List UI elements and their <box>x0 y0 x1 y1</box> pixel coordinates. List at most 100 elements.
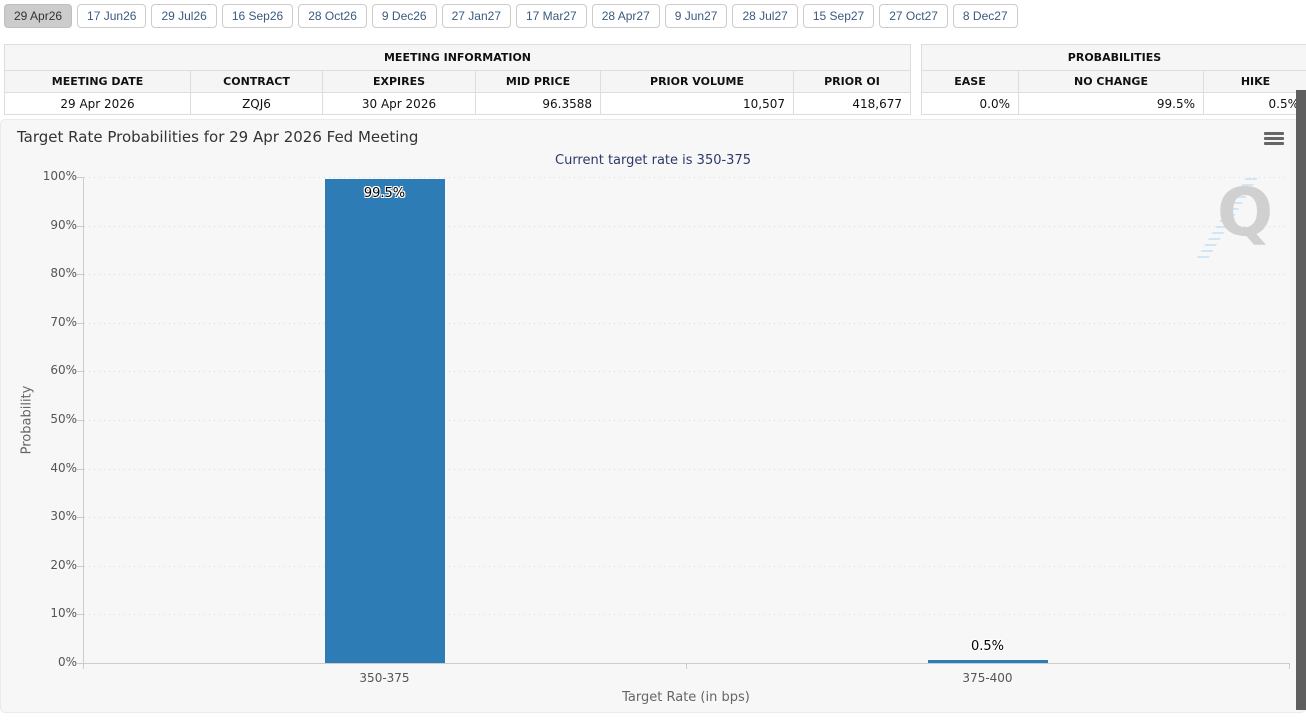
meeting-info-cell: 29 Apr 2026 <box>4 92 191 115</box>
bar-value-label: 0.5% <box>970 639 1005 654</box>
x-axis-tick <box>1289 664 1290 669</box>
y-axis-title: Probability <box>19 385 35 455</box>
probabilities-column-header: HIKE <box>1203 70 1306 93</box>
y-axis-line <box>83 177 84 664</box>
y-axis-tick-label: 90% <box>50 217 77 232</box>
hamburger-bar <box>1264 132 1284 135</box>
hamburger-bar <box>1264 137 1284 140</box>
gridline <box>84 565 1289 567</box>
meeting-info-cell: 418,677 <box>793 92 911 115</box>
meeting-info-cell: 10,507 <box>600 92 794 115</box>
meeting-info-group-header: MEETING INFORMATION <box>4 44 911 71</box>
hamburger-menu-icon[interactable] <box>1264 132 1284 147</box>
y-axis-tick <box>77 371 83 373</box>
meeting-date-tab-bar: 29 Apr26 17 Jun26 29 Jul26 16 Sep26 28 Oct26… <box>0 0 1306 28</box>
gridline <box>84 322 1289 324</box>
probabilities-column-header: NO CHANGE <box>1018 70 1204 93</box>
tab-27-jan27[interactable]: 27 Jan27 <box>441 4 511 28</box>
tab-8-dec27[interactable]: 8 Dec27 <box>952 4 1018 28</box>
gridline <box>84 225 1289 227</box>
tab-17-jun26[interactable]: 17 Jun26 <box>77 4 147 28</box>
y-axis-tick <box>77 274 83 276</box>
tab-9-jun27[interactable]: 9 Jun27 <box>664 4 728 28</box>
gridline <box>84 177 1289 178</box>
chart-title: Target Rate Probabilities for 29 Apr 202… <box>17 128 419 146</box>
gridline <box>84 371 1289 373</box>
y-axis-tick-label: 60% <box>50 363 77 378</box>
y-axis-tick-label: 100% <box>42 169 77 183</box>
x-axis-tick <box>83 664 84 669</box>
watermark-q-letter: Q <box>1217 174 1274 251</box>
y-axis-tick-label: 80% <box>50 266 77 281</box>
y-axis-tick-label: 50% <box>50 412 77 426</box>
y-axis-tick <box>77 565 83 567</box>
x-axis-line <box>83 663 1290 664</box>
probabilities-cell: 0.0% <box>921 92 1019 115</box>
gridline <box>84 517 1289 519</box>
info-tables: MEETING INFORMATION MEETING DATE CONTRACT E… <box>4 44 1306 115</box>
x-category-label: 375-400 <box>962 671 1013 685</box>
gridline <box>84 274 1289 276</box>
y-axis-tick <box>77 225 83 227</box>
y-axis-tick <box>77 663 83 664</box>
chart-subtitle: Current target rate is 350-375 <box>555 153 751 168</box>
meeting-info-data-row: 29 Apr 2026 ZQJ6 30 Apr 2026 96.3588 10,507 4… <box>4 92 911 115</box>
meeting-info-column-header: EXPIRES <box>322 70 476 93</box>
hamburger-bar <box>1264 142 1284 145</box>
meeting-info-column-header: MID PRICE <box>475 70 601 93</box>
tab-15-sep27[interactable]: 15 Sep27 <box>802 4 875 28</box>
meeting-info-column-header: CONTRACT <box>190 70 323 93</box>
probabilities-cell: 99.5% <box>1018 92 1204 115</box>
probabilities-column-header: EASE <box>921 70 1019 93</box>
y-axis-tick <box>77 517 83 519</box>
x-category-label: 350-375 <box>359 671 410 685</box>
probabilities-table: PROBABILITIES EASE NO CHANGE HIKE 0.0% 99.5% 0… <box>921 44 1306 115</box>
y-axis-tick <box>77 468 83 470</box>
tab-17-mar27[interactable]: 17 Mar27 <box>516 4 587 28</box>
gridline <box>84 420 1289 421</box>
y-axis-tick <box>77 177 83 178</box>
tab-28-apr27[interactable]: 28 Apr27 <box>591 4 660 28</box>
meeting-info-column-header: PRIOR VOLUME <box>600 70 794 93</box>
y-axis-tick-label: 70% <box>50 314 77 329</box>
probabilities-group-header: PROBABILITIES <box>921 44 1306 71</box>
tab-29-apr26[interactable]: 29 Apr26 <box>4 4 73 28</box>
y-axis-tick <box>77 614 83 616</box>
y-axis-tick-label: 30% <box>50 509 77 524</box>
tab-28-jul27[interactable]: 28 Jul27 <box>732 4 798 28</box>
tab-29-jul26[interactable]: 29 Jul26 <box>151 4 217 28</box>
y-axis-tick-label: 20% <box>50 557 77 572</box>
tab-9-dec26[interactable]: 9 Dec26 <box>371 4 437 28</box>
y-axis-tick <box>77 322 83 324</box>
tab-27-oct27[interactable]: 27 Oct27 <box>879 4 948 28</box>
meeting-info-cell: 96.3588 <box>475 92 601 115</box>
meeting-info-column-header: PRIOR OI <box>793 70 911 93</box>
probabilities-column-header-row: EASE NO CHANGE HIKE <box>921 70 1306 93</box>
quikstrike-watermark-logo: Q <box>1195 178 1281 262</box>
meeting-info-group-header-row: MEETING INFORMATION <box>4 44 911 71</box>
y-axis-tick-label: 0% <box>57 655 77 669</box>
x-axis-title: Target Rate (in bps) <box>622 690 750 705</box>
y-axis-tick <box>77 420 83 421</box>
y-axis-tick-label: 40% <box>50 460 77 475</box>
meeting-info-cell: ZQJ6 <box>190 92 323 115</box>
vertical-scrollbar[interactable] <box>1296 90 1306 710</box>
bar-350-375 <box>324 179 445 663</box>
bar-value-label: 99.5% <box>363 186 406 202</box>
tab-16-sep26[interactable]: 16 Sep26 <box>221 4 294 28</box>
tab-28-oct26[interactable]: 28 Oct26 <box>298 4 367 28</box>
probabilities-data-row: 0.0% 99.5% 0.5% <box>921 92 1306 115</box>
meeting-info-table: MEETING INFORMATION MEETING DATE CONTRACT E… <box>4 44 911 115</box>
probabilities-group-header-row: PROBABILITIES <box>921 44 1306 71</box>
gridline <box>84 468 1289 470</box>
meeting-info-column-header: MEETING DATE <box>4 70 191 93</box>
meeting-info-cell: 30 Apr 2026 <box>322 92 476 115</box>
y-axis-tick-label: 10% <box>50 606 77 621</box>
bar-375-400 <box>927 660 1048 663</box>
probabilities-table-wrap: PROBABILITIES EASE NO CHANGE HIKE 0.0% 99.5% 0… <box>921 44 1306 115</box>
gridline <box>84 614 1289 616</box>
meeting-info-column-header-row: MEETING DATE CONTRACT EXPIRES MID PRICE PRIO… <box>4 70 911 93</box>
x-axis-tick <box>686 664 687 669</box>
probability-chart-panel: Target Rate Probabilities for 29 Apr 202… <box>0 119 1306 713</box>
probabilities-cell: 0.5% <box>1203 92 1306 115</box>
